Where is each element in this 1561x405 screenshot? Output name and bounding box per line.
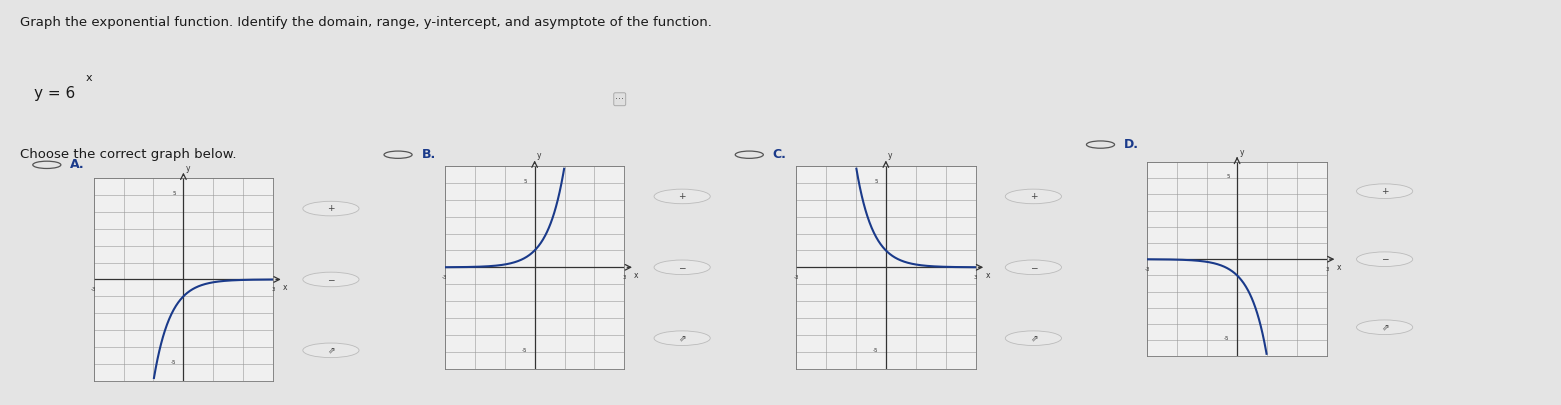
Text: B.: B. xyxy=(421,148,436,161)
Text: 3: 3 xyxy=(974,275,977,280)
Text: y: y xyxy=(1239,148,1244,157)
Text: +: + xyxy=(1381,187,1388,196)
Text: 5: 5 xyxy=(1225,174,1230,179)
Text: -5: -5 xyxy=(521,347,528,353)
Text: ⇗: ⇗ xyxy=(1030,334,1037,343)
Text: x: x xyxy=(86,73,92,83)
Text: Graph the exponential function. Identify the domain, range, y-intercept, and asy: Graph the exponential function. Identify… xyxy=(20,15,712,28)
Text: +: + xyxy=(1030,192,1037,201)
Text: y: y xyxy=(888,151,893,160)
Text: Choose the correct graph below.: Choose the correct graph below. xyxy=(20,148,237,161)
Text: −: − xyxy=(1030,263,1037,272)
Text: ⇗: ⇗ xyxy=(1381,323,1388,332)
Text: x: x xyxy=(985,271,990,280)
Text: 3: 3 xyxy=(1325,266,1328,271)
Text: -3: -3 xyxy=(1144,266,1150,271)
Text: -5: -5 xyxy=(1224,336,1230,341)
Text: ⇗: ⇗ xyxy=(679,334,685,343)
Text: -3: -3 xyxy=(793,275,799,280)
Text: x: x xyxy=(634,271,638,280)
Text: +: + xyxy=(679,192,685,201)
Text: 5: 5 xyxy=(523,179,528,184)
Text: −: − xyxy=(328,275,334,284)
Text: C.: C. xyxy=(773,148,787,161)
Text: -5: -5 xyxy=(873,347,879,353)
Text: x: x xyxy=(283,284,287,292)
Text: -3: -3 xyxy=(442,275,448,280)
Text: A.: A. xyxy=(70,158,84,171)
Text: y: y xyxy=(537,151,542,160)
Text: -3: -3 xyxy=(91,287,97,292)
Text: -5: -5 xyxy=(170,360,176,365)
Text: D.: D. xyxy=(1124,138,1140,151)
Text: 5: 5 xyxy=(172,191,176,196)
Text: −: − xyxy=(679,263,685,272)
Text: ···: ··· xyxy=(615,94,624,104)
Text: +: + xyxy=(328,204,334,213)
Text: ⇗: ⇗ xyxy=(328,346,334,355)
Text: −: − xyxy=(1381,255,1388,264)
Text: x: x xyxy=(1336,263,1341,272)
Text: 3: 3 xyxy=(623,275,626,280)
Text: 5: 5 xyxy=(874,179,879,184)
Text: y = 6: y = 6 xyxy=(34,86,75,101)
Text: 3: 3 xyxy=(272,287,275,292)
Text: y: y xyxy=(186,164,190,173)
